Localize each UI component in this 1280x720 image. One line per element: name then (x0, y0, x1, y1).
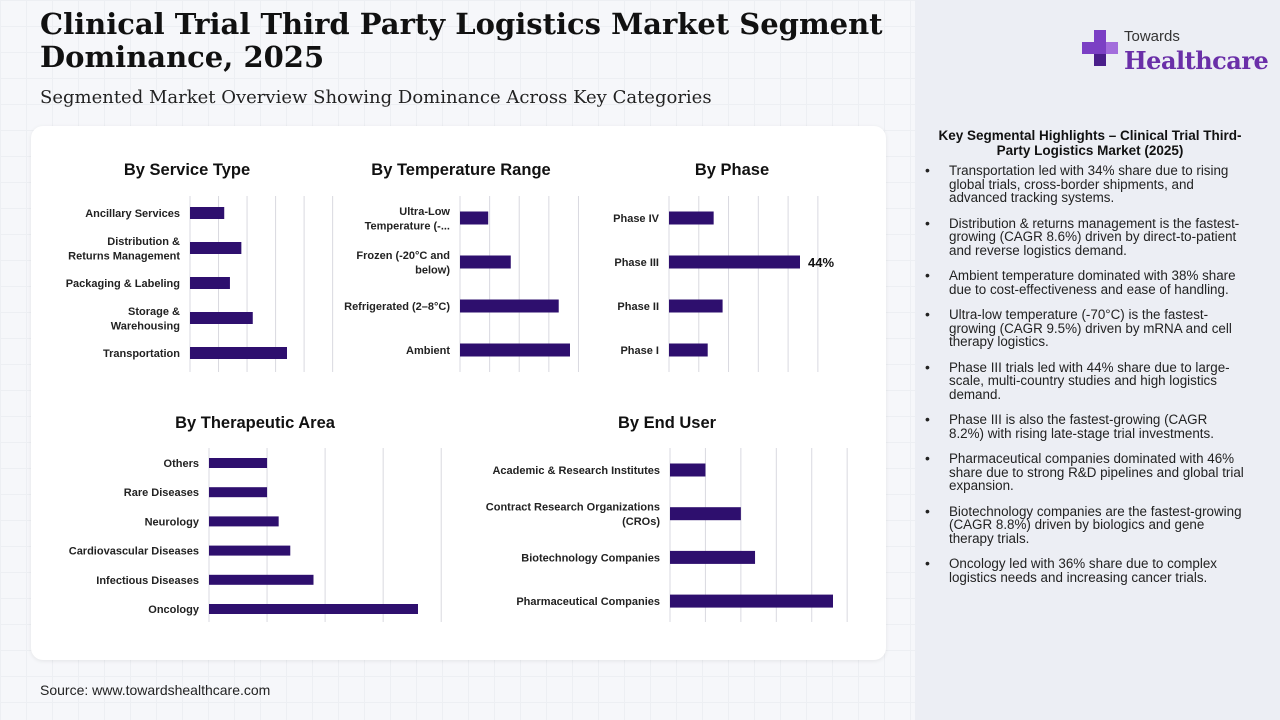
category-label: Others (164, 458, 199, 470)
bar (190, 347, 287, 359)
category-label: Frozen (-20°C and (356, 250, 450, 262)
highlight-item: Phase III trials led with 44% share due … (925, 360, 1245, 402)
highlight-item: Ultra-low temperature (-70°C) is the fas… (925, 308, 1245, 349)
category-label: Oncology (148, 604, 200, 616)
highlights-list: Transportation led with 34% share due to… (925, 164, 1245, 584)
bar (669, 343, 708, 357)
data-label: 44% (808, 255, 834, 270)
bar (460, 343, 570, 357)
category-label: Refrigerated (2–8°C) (344, 301, 450, 313)
category-label: Academic & Research Institutes (492, 465, 660, 477)
category-label: Contract Research Organizations (486, 501, 660, 513)
category-label: Warehousing (111, 320, 180, 332)
chart-title: By Phase (695, 161, 769, 179)
bar (670, 507, 741, 521)
category-label: Biotechnology Companies (521, 552, 660, 564)
bar (190, 242, 242, 254)
category-label: (CROs) (622, 516, 660, 528)
category-label: Ambient (406, 345, 450, 357)
category-label: Phase I (620, 345, 659, 357)
category-label: below) (415, 264, 450, 276)
logo-cross-icon (1082, 30, 1118, 66)
bar (669, 299, 723, 313)
bar (190, 207, 225, 219)
highlight-item: Biotechnology companies are the fastest-… (925, 504, 1245, 546)
bar (460, 299, 559, 313)
chart-title: By Temperature Range (371, 161, 550, 179)
highlight-item: Ambient temperature dominated with 38% s… (925, 269, 1245, 296)
category-label: Temperature (-... (365, 220, 450, 232)
bar (209, 487, 268, 498)
bar (670, 463, 706, 477)
chart-title: By Service Type (124, 161, 250, 179)
highlight-item: Distribution & returns management is the… (925, 216, 1245, 258)
category-label: Transportation (103, 348, 180, 360)
category-label: Cardiovascular Diseases (69, 546, 199, 558)
bar (460, 211, 489, 225)
category-label: Pharmaceutical Companies (516, 596, 660, 608)
bar (209, 604, 418, 614)
bar (209, 516, 279, 527)
charts-card (31, 126, 886, 660)
category-label: Packaging & Labeling (66, 278, 180, 290)
bar (670, 550, 756, 564)
category-label: Phase IV (613, 213, 660, 225)
chart-title: By End User (618, 414, 717, 432)
highlight-item: Phase III is also the fastest-growing (C… (925, 413, 1245, 440)
page-title: Clinical Trial Third Party Logistics Mar… (40, 7, 883, 74)
category-label: Distribution & (107, 236, 180, 248)
logo-text-healthcare: Healthcare (1124, 46, 1269, 75)
category-label: Returns Management (68, 250, 180, 262)
category-label: Infectious Diseases (96, 575, 199, 587)
bar (669, 211, 714, 225)
category-label: Ancillary Services (85, 208, 180, 220)
logo-text-towards: Towards (1124, 28, 1180, 45)
category-label: Phase II (617, 301, 659, 313)
source-note: Source: www.towardshealthcare.com (40, 682, 271, 698)
key-highlights: Key Segmental Highlights – Clinical Tria… (925, 128, 1245, 596)
highlight-item: Pharmaceutical companies dominated with … (925, 452, 1245, 493)
highlights-title: Key Segmental Highlights – Clinical Tria… (938, 128, 1242, 158)
highlight-item: Transportation led with 34% share due to… (925, 164, 1245, 205)
bar (190, 277, 230, 289)
category-label: Neurology (145, 516, 200, 528)
bar (209, 458, 268, 468)
bar (670, 594, 833, 608)
category-label: Rare Diseases (124, 487, 199, 499)
bar (209, 545, 291, 556)
category-label: Storage & (128, 306, 180, 318)
category-label: Phase III (614, 257, 659, 269)
bar (190, 312, 253, 324)
highlight-item: Oncology led with 36% share due to compl… (925, 557, 1245, 584)
bar (669, 255, 800, 269)
category-label: Ultra-Low (399, 206, 450, 218)
page-subtitle: Segmented Market Overview Showing Domina… (40, 87, 712, 108)
towards-healthcare-logo: Towards Healthcare (1080, 26, 1269, 78)
bar (209, 574, 314, 585)
bar (460, 255, 511, 269)
chart-title: By Therapeutic Area (175, 414, 336, 432)
